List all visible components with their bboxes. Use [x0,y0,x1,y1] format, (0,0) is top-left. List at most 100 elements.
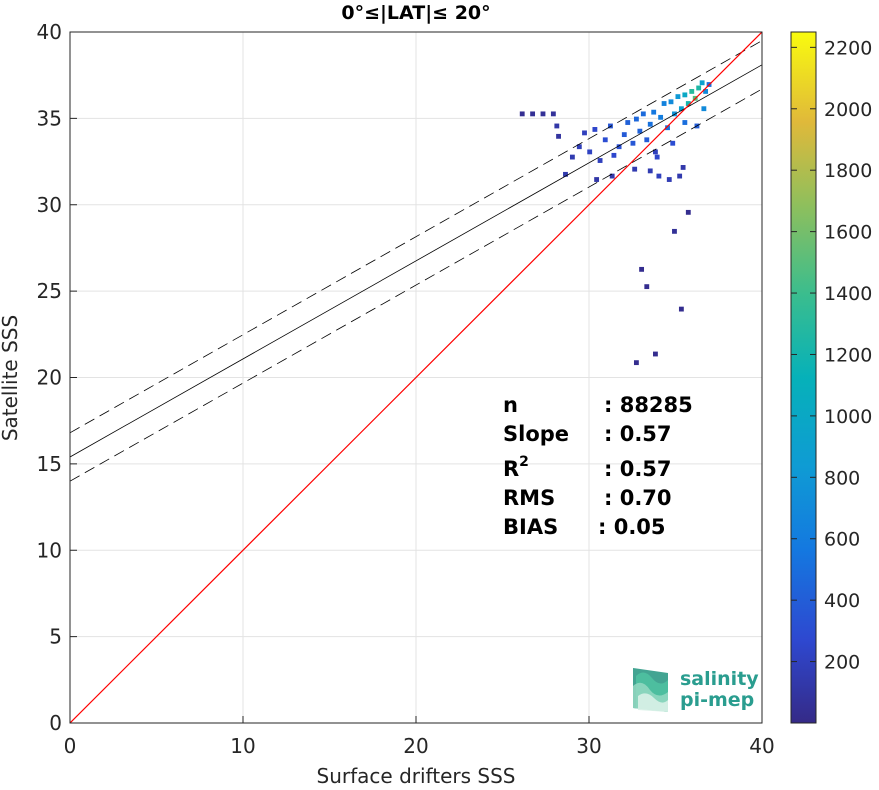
density-cell [609,173,615,179]
density-cell [597,158,603,163]
regression-lines [70,32,762,723]
density-cell [653,149,658,155]
colorbar [791,32,816,723]
density-cell [576,144,582,150]
density-cell [654,154,660,160]
y-tick-label: 0 [49,711,62,735]
upper-band-line [70,40,762,434]
density-cell [621,132,627,138]
density-cell [611,152,617,158]
density-cell [556,133,561,139]
y-tick-label: 40 [37,20,62,44]
lower-band-line [70,88,762,482]
colorbar-tick-label: 2200 [824,37,872,59]
x-tick-label: 0 [64,734,77,758]
density-cell [677,173,683,179]
y-tick-label: 25 [37,279,62,303]
chart-title: 0°≤|LAT|≤ 20° [341,2,490,24]
density-cell [633,360,639,366]
density-cell [665,125,670,131]
density-cell [680,165,686,170]
density-cell [653,351,658,357]
stat-r2-label: R2 [503,454,529,481]
stat-slope-value: : 0.57 [604,422,672,446]
density-cell [519,111,525,117]
colorbar-tick-label: 600 [824,529,860,551]
stat-slope-label: Slope [503,422,569,446]
density-cell [666,177,672,182]
stats-annotation: n : 88285 Slope : 0.57 R2 : 0.57 RMS : 0… [503,393,693,539]
density-cell [651,109,657,115]
colorbar-tick-label: 1800 [824,160,872,182]
logo-line2: pi-mep [680,689,754,711]
density-cell [637,128,643,134]
density-cell [661,101,667,106]
density-cell [554,123,560,129]
y-tick-label: 15 [37,452,62,476]
stat-bias-value: : 0.05 [598,515,666,539]
density-cell [703,89,709,94]
density-cell [644,137,650,143]
density-cell [678,306,684,312]
density-cell [630,140,636,146]
density-cell [530,111,536,117]
y-tick-label: 20 [37,366,62,390]
x-axis-ticks: 0 10 20 30 40 [64,716,775,758]
x-tick-label: 10 [230,734,255,758]
salinity-pimep-logo: salinity pi-mep [633,668,759,712]
y-tick-label: 10 [37,538,62,562]
density-cell [587,149,593,155]
density-cell [625,120,631,125]
x-tick-label: 30 [576,734,601,758]
density-cell [668,99,674,105]
one-to-one-line [70,32,762,723]
x-axis-label: Surface drifters SSS [317,764,516,786]
density-cell [658,114,664,120]
stat-rms-label: RMS [503,486,555,510]
density-cell [633,116,639,122]
density-cell [644,284,650,290]
x-tick-label: 20 [403,734,428,758]
density-cell [699,80,705,86]
density-cell [594,177,600,182]
density-cell [672,228,677,234]
y-tick-label: 5 [49,625,62,649]
colorbar-frame [790,31,817,724]
colorbar-tick-label: 800 [824,467,860,489]
density-cell [602,137,608,143]
density-cell [592,127,598,132]
colorbar-tick-label: 1600 [824,222,872,244]
colorbar-tick-label: 400 [824,590,860,612]
stat-n-value: : 88285 [604,393,693,417]
density-cell [632,166,638,172]
density-cell [616,144,622,150]
density-cell [696,85,702,91]
stat-bias-label: BIAS [503,515,558,539]
stat-r2-base: R [503,457,519,481]
density-cell [608,123,613,129]
stat-r2-value: : 0.57 [604,457,672,481]
stat-r2-sup: 2 [519,454,529,470]
stat-rms-value: : 0.70 [604,486,672,510]
density-cell [647,168,653,174]
colorbar-tick-label: 1200 [824,344,872,366]
density-cell [670,140,676,146]
density-cell [672,111,677,117]
density-cell [682,92,688,98]
colorbar-tick-label: 2000 [824,99,872,121]
logo-line1: salinity [680,668,759,690]
fit-line [70,64,762,458]
y-tick-label: 30 [37,193,62,217]
density-cell [656,173,662,179]
y-tick-label: 35 [37,106,62,130]
density-cell [639,266,645,272]
y-axis-label: Satellite SSS [0,315,22,441]
density-cell [540,111,546,117]
density-cell [569,154,575,160]
colorbar-tick-label: 1400 [824,283,872,305]
logo-mark-icon [633,668,668,712]
density-cell [682,120,688,125]
density-cell [550,111,556,117]
